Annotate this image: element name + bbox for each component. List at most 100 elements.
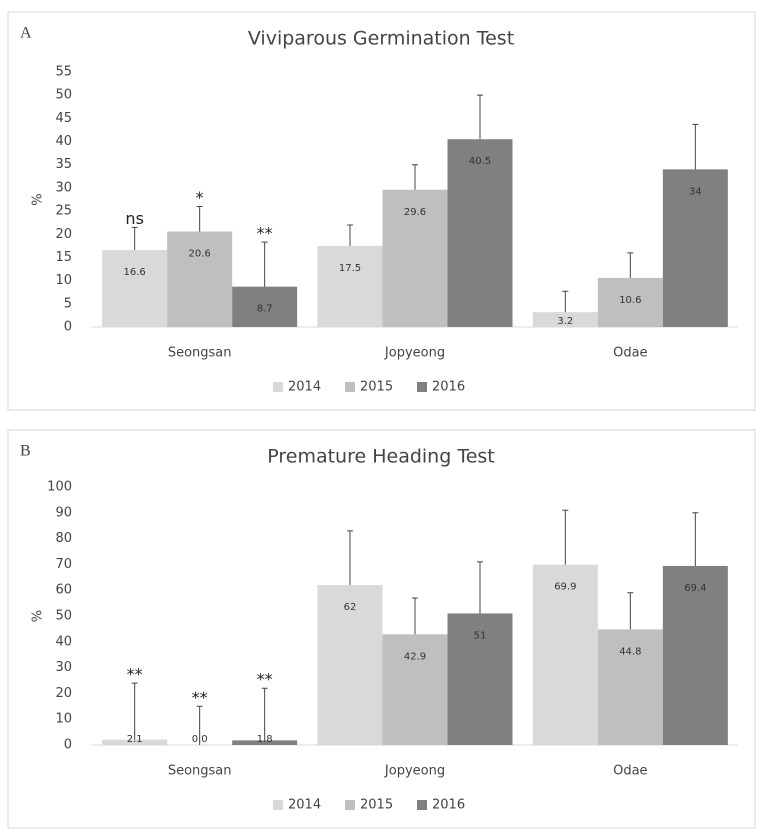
- error-bar: [477, 94, 483, 140]
- y-tick-label: 15: [55, 250, 72, 265]
- legend-swatch: [273, 382, 283, 392]
- bar: [232, 286, 298, 327]
- error-bar: [347, 224, 353, 246]
- y-tick-label: 100: [47, 480, 72, 495]
- bar: [447, 613, 513, 745]
- x-tick-label: Odae: [613, 346, 647, 361]
- y-tick-label: 40: [55, 634, 72, 649]
- bar: [532, 312, 598, 327]
- significance-label: **: [127, 665, 143, 684]
- error-bar: [261, 241, 268, 287]
- value-label: 42.9: [404, 651, 426, 662]
- value-label: 69.9: [554, 582, 576, 593]
- error-bar: [562, 290, 569, 313]
- legend-swatch: [345, 382, 355, 392]
- y-tick-label: 90: [55, 505, 72, 520]
- y-tick-label: 45: [55, 111, 72, 126]
- error-bar: [627, 592, 634, 630]
- bar: [382, 189, 448, 327]
- y-axis-label: %: [31, 193, 46, 205]
- panel-frame: [7, 429, 756, 829]
- value-label: 69.4: [684, 583, 706, 594]
- y-tick-label: 25: [55, 204, 72, 219]
- error-bar: [562, 509, 569, 565]
- bar: [232, 740, 298, 745]
- legend-swatch: [417, 382, 427, 392]
- x-tick-label: Seongsan: [168, 346, 232, 361]
- error-bar: [196, 205, 203, 232]
- error-bar: [412, 164, 418, 190]
- y-tick-label: 70: [55, 557, 72, 572]
- y-axis-label: %: [31, 610, 46, 622]
- legend-label: 2016: [432, 380, 465, 395]
- legend-label: 2014: [288, 380, 321, 395]
- y-tick-label: 55: [55, 65, 72, 80]
- value-label: 44.8: [619, 646, 641, 657]
- legend-label: 2015: [360, 798, 393, 813]
- significance-label: **: [192, 688, 208, 707]
- y-tick-label: 5: [64, 296, 72, 311]
- significance-label: **: [257, 224, 273, 243]
- legend-swatch: [273, 800, 283, 810]
- bar: [597, 277, 663, 327]
- bar: [447, 139, 513, 327]
- error-bar: [412, 597, 418, 635]
- error-bar: [131, 226, 138, 251]
- y-tick-label: 80: [55, 531, 72, 546]
- legend-label: 2016: [432, 798, 465, 813]
- bar: [317, 585, 383, 745]
- y-tick-label: 60: [55, 583, 72, 598]
- y-tick-label: 30: [55, 660, 72, 675]
- x-tick-label: Jopyeong: [384, 346, 445, 361]
- value-label: 8.7: [257, 304, 273, 315]
- y-tick-label: 0: [64, 320, 72, 335]
- panel-label: A: [20, 25, 32, 42]
- y-tick-label: 30: [55, 180, 72, 195]
- error-bar: [627, 252, 634, 278]
- y-tick-label: 35: [55, 157, 72, 172]
- panel-label: B: [20, 443, 31, 460]
- error-bar: [196, 705, 203, 745]
- bar: [102, 250, 168, 327]
- panel-frame: [7, 11, 756, 411]
- y-tick-label: 40: [55, 134, 72, 149]
- bar: [532, 564, 598, 745]
- error-bar: [131, 682, 138, 740]
- error-bar: [477, 561, 483, 614]
- chart-title: Premature Heading Test: [267, 446, 495, 468]
- bar: [662, 565, 728, 745]
- error-bar: [347, 530, 353, 586]
- value-label: 1.8: [257, 734, 273, 745]
- y-tick-label: 50: [55, 88, 72, 103]
- value-label: 62: [344, 602, 357, 613]
- y-tick-label: 50: [55, 609, 72, 624]
- legend-swatch: [345, 800, 355, 810]
- y-tick-label: 10: [55, 712, 72, 727]
- y-tick-label: 20: [55, 227, 72, 242]
- significance-label: *: [196, 188, 204, 207]
- value-label: 51: [474, 630, 487, 641]
- value-label: 2.1: [127, 734, 143, 745]
- bar: [102, 739, 168, 745]
- error-bar: [261, 687, 268, 741]
- chart-title: Viviparous Germination Test: [248, 28, 514, 50]
- error-bar: [692, 512, 699, 566]
- legend-swatch: [417, 800, 427, 810]
- error-bar: [692, 123, 699, 170]
- bar: [382, 634, 448, 745]
- legend-label: 2015: [360, 380, 393, 395]
- value-label: 40.5: [469, 156, 491, 167]
- bar: [317, 245, 383, 327]
- significance-label: ns: [125, 209, 143, 228]
- bar: [597, 629, 663, 745]
- bar: [167, 231, 233, 327]
- value-label: 20.6: [189, 248, 211, 259]
- x-tick-label: Seongsan: [168, 764, 232, 779]
- y-tick-label: 10: [55, 273, 72, 288]
- significance-label: **: [257, 670, 273, 689]
- value-label: 3.2: [557, 316, 573, 327]
- y-tick-label: 20: [55, 686, 72, 701]
- y-tick-label: 0: [64, 738, 72, 753]
- value-label: 17.5: [339, 263, 361, 274]
